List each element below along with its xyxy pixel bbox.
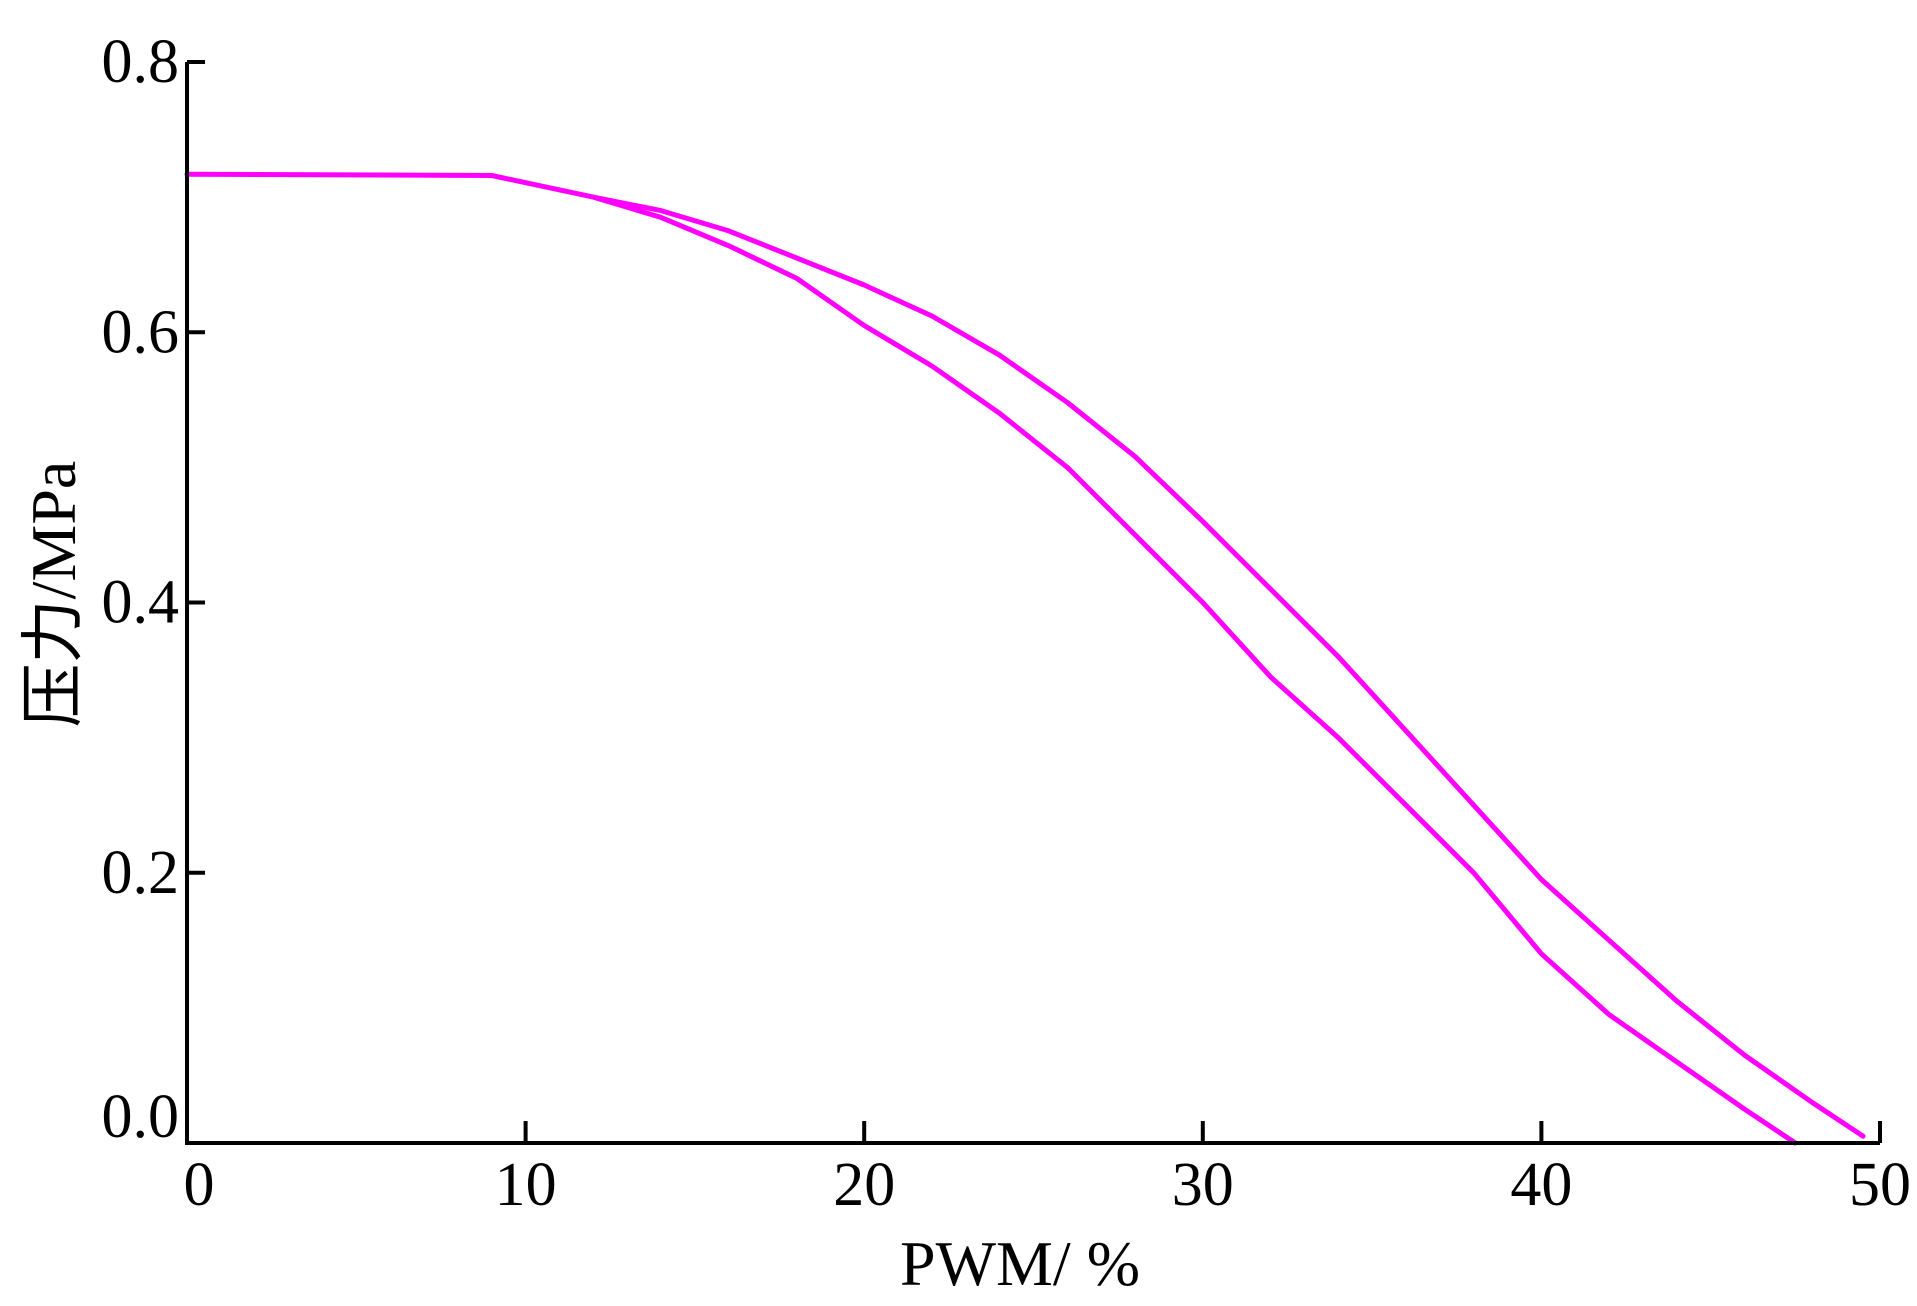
series-line-1: [184, 171, 1798, 1146]
x-tick-label: 10: [495, 1151, 557, 1219]
y-axis-title: 压力/MPa: [18, 461, 89, 728]
y-tick-label: 0.8: [102, 28, 180, 96]
x-tick-label: 30: [1172, 1151, 1234, 1219]
x-tick-label: 20: [833, 1151, 895, 1219]
series-group: [184, 171, 1866, 1146]
y-tick-label: 0.6: [102, 298, 180, 366]
y-tick-label: 0.2: [102, 839, 180, 907]
x-tick-label: 40: [1510, 1151, 1572, 1219]
ticks-group: 0 10 20 30 40 50 0.0 0.2 0.4 0.6 0.8: [102, 28, 1912, 1219]
x-axis-title: PWM/ %: [900, 1228, 1140, 1299]
y-tick-label: 0.4: [102, 569, 180, 637]
x-tick-label: 50: [1849, 1151, 1911, 1219]
x-tick-label: 0: [184, 1151, 215, 1219]
series-line-2: [590, 194, 1866, 1139]
y-tick-label: 0.0: [102, 1083, 180, 1151]
